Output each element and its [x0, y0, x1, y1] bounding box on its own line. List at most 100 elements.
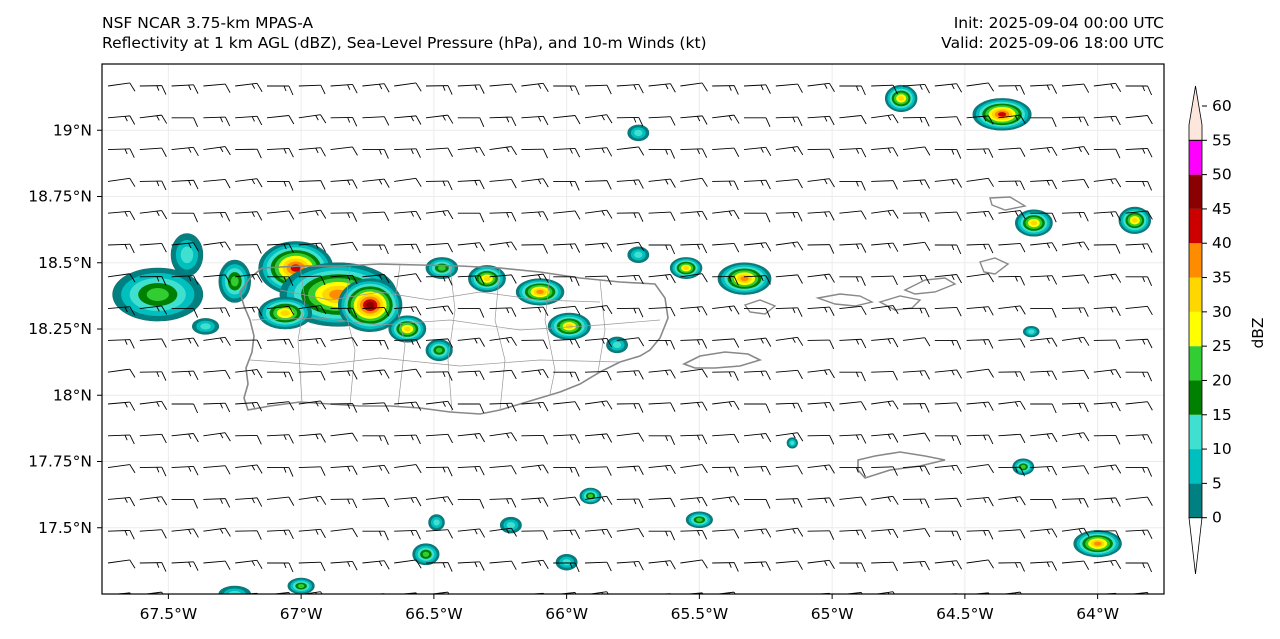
- colorbar-box: [1189, 243, 1202, 278]
- reflectivity-cell: [337, 278, 403, 332]
- st-thomas-coast: [815, 293, 875, 307]
- colorbar-tick-label: 5: [1212, 474, 1222, 492]
- wind-barb: [1030, 465, 1058, 476]
- reflectivity-contour: [297, 584, 305, 589]
- wind-barb: [807, 434, 835, 445]
- wind-barb: [139, 466, 167, 477]
- wind-barb: [139, 114, 168, 124]
- wind-barb: [489, 179, 517, 189]
- wind-barb: [330, 146, 358, 156]
- reflectivity-cell: [412, 543, 440, 566]
- wind-barb: [743, 465, 771, 476]
- latitude-axis: 19°N 18.75°N 18.5°N 18.25°N 18°N 17.75°N 17.5°…: [28, 121, 102, 537]
- wind-barb: [171, 370, 199, 381]
- wind-barb: [171, 465, 199, 476]
- wind-barb: [521, 369, 549, 379]
- wind-barb: [871, 338, 899, 348]
- wind-barb: [203, 274, 231, 284]
- wind-barb: [616, 179, 644, 189]
- wind-barb: [934, 497, 962, 508]
- wind-barb: [203, 179, 231, 189]
- wind-barb: [680, 368, 708, 378]
- wind-barb: [457, 275, 485, 285]
- wind-barb: [712, 466, 739, 477]
- wind-barb: [1061, 432, 1090, 442]
- wind-barb: [998, 243, 1026, 253]
- wind-barb: [267, 180, 294, 191]
- wind-barb: [1061, 274, 1090, 284]
- wind-barb: [298, 305, 327, 315]
- wind-barb: [1093, 497, 1121, 507]
- wind-barb: [362, 560, 390, 570]
- wind-barb: [902, 241, 931, 251]
- wind-barb: [1030, 117, 1057, 127]
- wind-barb: [362, 149, 389, 159]
- colorbar-box: [1189, 380, 1202, 415]
- wind-barb: [362, 211, 390, 222]
- wind-barb: [1125, 529, 1153, 540]
- wind-barb: [553, 210, 581, 220]
- wind-barb: [266, 305, 295, 316]
- wind-barb: [616, 116, 644, 127]
- colorbar-tick-label: 35: [1212, 269, 1232, 287]
- wind-barb: [807, 115, 835, 126]
- wind-barb: [107, 115, 136, 125]
- wind-barb: [489, 402, 517, 413]
- wind-barb: [330, 403, 358, 413]
- wind-barb: [871, 591, 899, 594]
- wind-barb: [807, 402, 835, 412]
- wind-barb: [394, 368, 422, 378]
- colorbar-box: [1189, 414, 1202, 450]
- wind-barb: [553, 243, 581, 253]
- wind-barb: [998, 466, 1025, 477]
- wind-barb: [266, 243, 294, 253]
- wind-barb: [1061, 369, 1090, 380]
- wind-barb: [871, 400, 899, 410]
- coastlines: [239, 196, 1027, 479]
- reflectivity-contour: [898, 96, 904, 101]
- wind-barb: [712, 180, 739, 191]
- colorbar-box: [1189, 140, 1202, 175]
- wind-barb: [871, 528, 899, 539]
- wind-barb: [1030, 498, 1057, 509]
- wind-barb: [235, 464, 263, 474]
- wind-barb: [266, 147, 294, 158]
- wind-barb: [966, 339, 994, 349]
- reflectivity-cell: [388, 315, 427, 343]
- reflectivity-contour: [433, 519, 440, 526]
- wind-barb: [1125, 496, 1153, 506]
- wind-barb: [489, 336, 517, 346]
- reflectivity-cell: [170, 233, 204, 277]
- wind-barb: [457, 561, 485, 571]
- wind-barb: [1061, 465, 1090, 475]
- reflectivity-contour: [180, 246, 194, 264]
- wind-barb: [139, 562, 167, 572]
- wind-barb: [648, 306, 676, 317]
- wind-barb: [934, 116, 962, 126]
- lat-tick-label: 18.5°N: [38, 254, 92, 272]
- wind-barb: [521, 115, 549, 126]
- wind-barb: [807, 148, 835, 159]
- wind-barb: [425, 562, 453, 572]
- colorbar-tick-label: 10: [1212, 440, 1232, 458]
- reflectivity-cell: [425, 257, 459, 279]
- wind-barb: [425, 305, 454, 315]
- wind-barb: [1093, 464, 1122, 474]
- wind-barb: [1061, 241, 1090, 251]
- wind-barb: [712, 147, 740, 157]
- colorbar-extension-high: [1188, 85, 1203, 141]
- wind-barb: [521, 306, 549, 316]
- wind-barb: [775, 179, 803, 189]
- wind-barb: [1125, 338, 1153, 349]
- wind-barb: [394, 243, 421, 254]
- wind-barb: [584, 338, 613, 348]
- wind-barb: [457, 528, 485, 538]
- wind-barb: [521, 211, 549, 221]
- wind-barb: [807, 369, 835, 379]
- wind-barb: [966, 210, 994, 221]
- wind-barb: [934, 369, 962, 379]
- wind-barb: [966, 115, 994, 125]
- wind-barb: [1125, 371, 1153, 382]
- wind-barb: [171, 561, 199, 571]
- wind-barb: [489, 146, 517, 156]
